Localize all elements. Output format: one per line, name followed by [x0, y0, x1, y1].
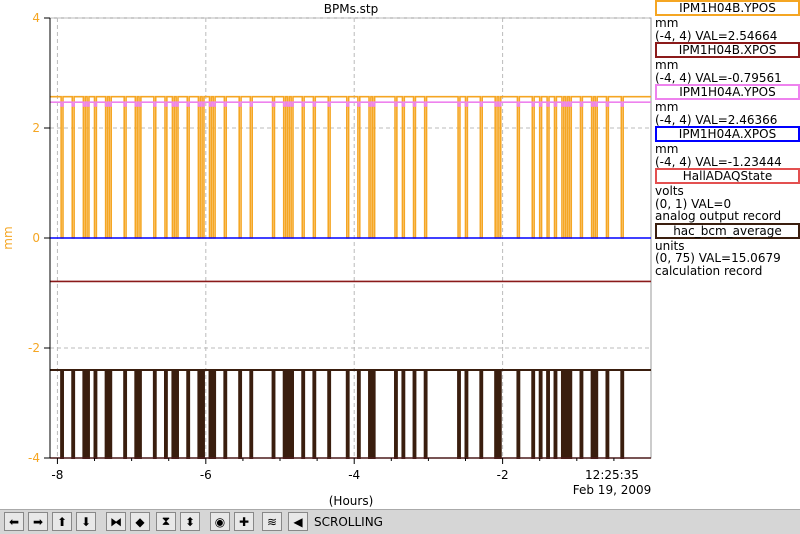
reset-button[interactable]: ◉ [210, 512, 230, 531]
legend-name: hac_bcm_average [655, 222, 800, 239]
legend-detail-line: analog output record [655, 209, 782, 223]
plot-area[interactable]: -4 -2 0 2 4 -8 -6 -4 -2 BPMs.stp mm (Hours) 12:2… [0, 0, 800, 509]
arrow-down-button[interactable]: ⬇ [76, 512, 96, 531]
y-tick-label-2: 0 [32, 231, 40, 245]
arrow-right-button[interactable]: ➡ [28, 512, 48, 531]
zoom-in-horizontal-icon: ⧓ [110, 514, 122, 529]
zoom-out-horizontal-icon: ◆ [135, 514, 145, 529]
x-tick-label-1: -6 [200, 468, 212, 482]
legend: IPM1H04B.YPOS mm (-4, 4) VAL=2.54664 IPM1H0… [655, 0, 800, 277]
zoom-out-horizontal-button[interactable]: ◆ [130, 512, 150, 531]
y-axis-label: mm [1, 226, 15, 249]
legend-name: IPM1H04A.YPOS [655, 84, 800, 100]
legend-name: HallADAQState [655, 168, 800, 184]
y-tick-label-1: -2 [28, 341, 40, 355]
arrow-up-button[interactable]: ⬆ [52, 512, 72, 531]
zoom-in-vertical-icon: ⧗ [161, 514, 171, 528]
legend-entry-IPM1H04B.YPOS[interactable]: IPM1H04B.YPOS mm (-4, 4) VAL=2.54664 [655, 0, 800, 42]
reset-icon: ◉ [214, 514, 226, 529]
x-axis-label: (Hours) [329, 494, 374, 508]
legend-detail-line: (-4, 4) VAL=-0.79561 [655, 70, 782, 85]
y-tick-label-3: 2 [32, 121, 40, 135]
add-button[interactable]: ✚ [234, 512, 254, 531]
legend-detail-line: mm [655, 142, 679, 156]
timestamp-date: Feb 19, 2009 [573, 483, 652, 497]
legend-detail-line: volts [655, 184, 684, 198]
legend-entry-IPM1H04A.YPOS[interactable]: IPM1H04A.YPOS mm (-4, 4) VAL=2.46366 [655, 84, 800, 126]
legend-detail-line: (-4, 4) VAL=2.54664 [655, 28, 778, 43]
legend-entry-IPM1H04A.XPOS[interactable]: IPM1H04A.XPOS mm (-4, 4) VAL=-1.23444 [655, 126, 800, 168]
legend-detail-line: mm [655, 16, 679, 30]
legend-name: IPM1H04A.XPOS [655, 126, 800, 142]
timestamp-time: 12:25:35 [585, 468, 639, 482]
scrolling-mode-label: SCROLLING [314, 515, 383, 529]
autoscale-icon: ≋ [266, 514, 278, 529]
x-tick-label-2: -4 [348, 468, 360, 482]
legend-detail-line: (-4, 4) VAL=-1.23444 [655, 154, 782, 169]
arrow-right-icon: ➡ [32, 514, 44, 529]
scroll-mode-button[interactable]: ◀ [288, 512, 308, 531]
zoom-out-vertical-icon: ⬍ [184, 514, 196, 529]
y-tick-label-4: 4 [32, 11, 40, 25]
add-icon: ✚ [238, 514, 250, 529]
legend-detail-line: (-4, 4) VAL=2.46366 [655, 112, 778, 127]
legend-detail-line: mm [655, 100, 679, 114]
axes: -4 -2 0 2 4 -8 -6 -4 -2 [28, 11, 651, 482]
legend-entry-HallADAQState[interactable]: HallADAQState volts (0, 1) VAL=0 analog out… [655, 168, 800, 223]
zoom-in-horizontal-button[interactable]: ⧓ [106, 512, 126, 531]
arrow-left-icon: ⬅ [8, 514, 20, 529]
arrow-up-icon: ⬆ [56, 514, 68, 529]
legend-detail-line: calculation record [655, 263, 763, 278]
x-tick-label-3: -2 [497, 468, 509, 482]
arrow-left-button[interactable]: ⬅ [4, 512, 24, 531]
toolbar: SCROLLING ⬅ ➡ ⬆ ⬇ ⧓ ◆ ⧗ ⬍ ◉ ✚ ≋ ◀ [0, 509, 800, 534]
chart-title: BPMs.stp [324, 2, 378, 16]
legend-detail-line: units [655, 238, 685, 253]
autoscale-button[interactable]: ≋ [262, 512, 282, 531]
zoom-in-vertical-button[interactable]: ⧗ [156, 512, 176, 531]
y-tick-label-0: -4 [28, 451, 40, 465]
legend-entry-hac_bcm_average[interactable]: hac_bcm_average units (0, 75) VAL=15.0679 c… [655, 222, 800, 278]
scroll-mode-icon: ◀ [293, 514, 303, 529]
zoom-out-vertical-button[interactable]: ⬍ [180, 512, 200, 531]
x-tick-label-0: -8 [51, 468, 63, 482]
legend-detail-line: (0, 1) VAL=0 [655, 196, 732, 211]
legend-entry-IPM1H04B.XPOS[interactable]: IPM1H04B.XPOS mm (-4, 4) VAL=-0.79561 [655, 42, 800, 84]
arrow-down-icon: ⬇ [80, 514, 92, 529]
legend-detail-line: mm [655, 58, 679, 72]
series-line-IPM1H04A.YPOS [50, 101, 651, 107]
legend-detail-line: (0, 75) VAL=15.0679 [655, 251, 781, 265]
legend-name: IPM1H04B.XPOS [655, 42, 800, 58]
legend-name: IPM1H04B.YPOS [655, 0, 800, 16]
